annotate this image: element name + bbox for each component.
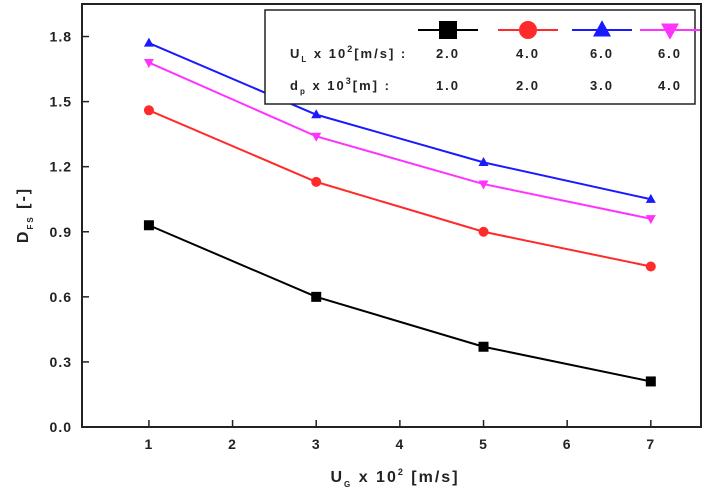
x-axis-title: UG x 102 [m/s] [330,467,459,489]
y-tick-label: 0.6 [50,289,72,305]
axis-ticks: 1 2 3 4 5 6 7 0.0 0.3 0.6 0.9 1.2 1.5 1.8 [50,29,655,452]
y-tick-label: 0.9 [50,224,72,240]
legend-ul-caption: UL x 102[m/s] : [290,44,407,64]
legend-dp-value: 2.0 [516,78,540,93]
series-2 [143,105,656,272]
legend-dp-value: 3.0 [590,78,614,93]
y-axis-title: DFS [-] [15,187,35,243]
data-point [143,220,154,231]
x-tick-label: 6 [563,436,572,452]
data-point [478,180,489,190]
x-tick-label: 1 [145,436,154,452]
x-tick-label: 4 [395,436,404,452]
legend-ul-value: 6.0 [658,46,682,61]
legend-dp-sub: p [300,87,307,96]
legend-dp-caption: dp x 103[m] : [290,76,391,96]
data-point [645,215,656,225]
legend-dp-mid: x 10 [307,78,346,93]
data-point [143,105,154,116]
data-point [645,193,656,203]
x-tick-label: 7 [646,436,655,452]
data-point [645,261,656,272]
y-axis-title-sub: FS [26,215,35,229]
legend-dp-main: d [290,78,300,93]
data-point [143,37,154,47]
x-tick-label: 3 [312,436,321,452]
data-point [143,58,154,68]
legend-entry-1: 2.0 1.0 [418,21,478,93]
legend-entry-2: 4.0 2.0 [498,21,558,93]
legend-dp-tail: [m] : [353,78,391,93]
data-point [478,156,489,166]
x-axis-title-sup: 2 [398,467,405,477]
x-tick-label: 2 [228,436,237,452]
legend-ul-main: U [290,46,301,61]
series-4 [143,58,656,225]
y-axis-title-main: D [15,230,32,244]
series-line [148,42,652,201]
legend-marker [439,21,457,39]
series-line [148,109,652,268]
x-axis-title-mid: x 10 [352,469,398,486]
series-line [148,224,652,383]
legend-ul-value: 2.0 [436,46,460,61]
legend: UL x 102[m/s] : dp x 103[m] : 2.01.04.02… [264,9,700,105]
legend-ul-sup: 2 [347,44,354,54]
y-axis-title-tail: [-] [15,187,32,215]
legend-ul-tail: [m/s] : [354,46,407,61]
y-tick-label: 1.5 [50,94,72,110]
legend-entries: 2.0 1.0 4.0 2.0 6.0 3.0 6.0 4.0 [418,20,700,93]
legend-ul-mid: x 10 [308,46,347,61]
series-3 [143,37,656,203]
data-point [478,341,489,352]
data-point [311,291,322,302]
series-line [148,61,652,220]
legend-ul-value: 6.0 [590,46,614,61]
y-tick-label: 1.8 [50,29,72,45]
legend-ul-value: 4.0 [516,46,540,61]
x-axis-title-tail: [m/s] [405,469,460,486]
y-tick-label: 0.0 [50,419,72,435]
data-point [311,109,322,119]
legend-dp-value: 4.0 [658,78,682,93]
x-axis-title-main: U [330,469,344,486]
legend-entry-3: 6.0 3.0 [572,20,632,93]
legend-dp-sup: 3 [346,76,353,86]
legend-box [264,9,696,105]
legend-ul-sub: L [301,55,308,64]
data-point [645,376,656,387]
legend-dp-value: 1.0 [436,78,460,93]
legend-entry-4: 6.0 4.0 [640,23,700,93]
legend-marker [519,21,537,39]
series-layer [143,37,656,387]
legend-marker [593,20,611,37]
y-tick-label: 0.3 [50,354,72,370]
data-point [478,226,489,237]
data-point [311,132,322,142]
series-1 [143,220,656,387]
legend-marker [661,23,679,40]
data-point [311,176,322,187]
x-tick-label: 5 [479,436,488,452]
y-tick-label: 1.2 [50,159,72,175]
x-axis-title-sub: G [344,480,352,489]
